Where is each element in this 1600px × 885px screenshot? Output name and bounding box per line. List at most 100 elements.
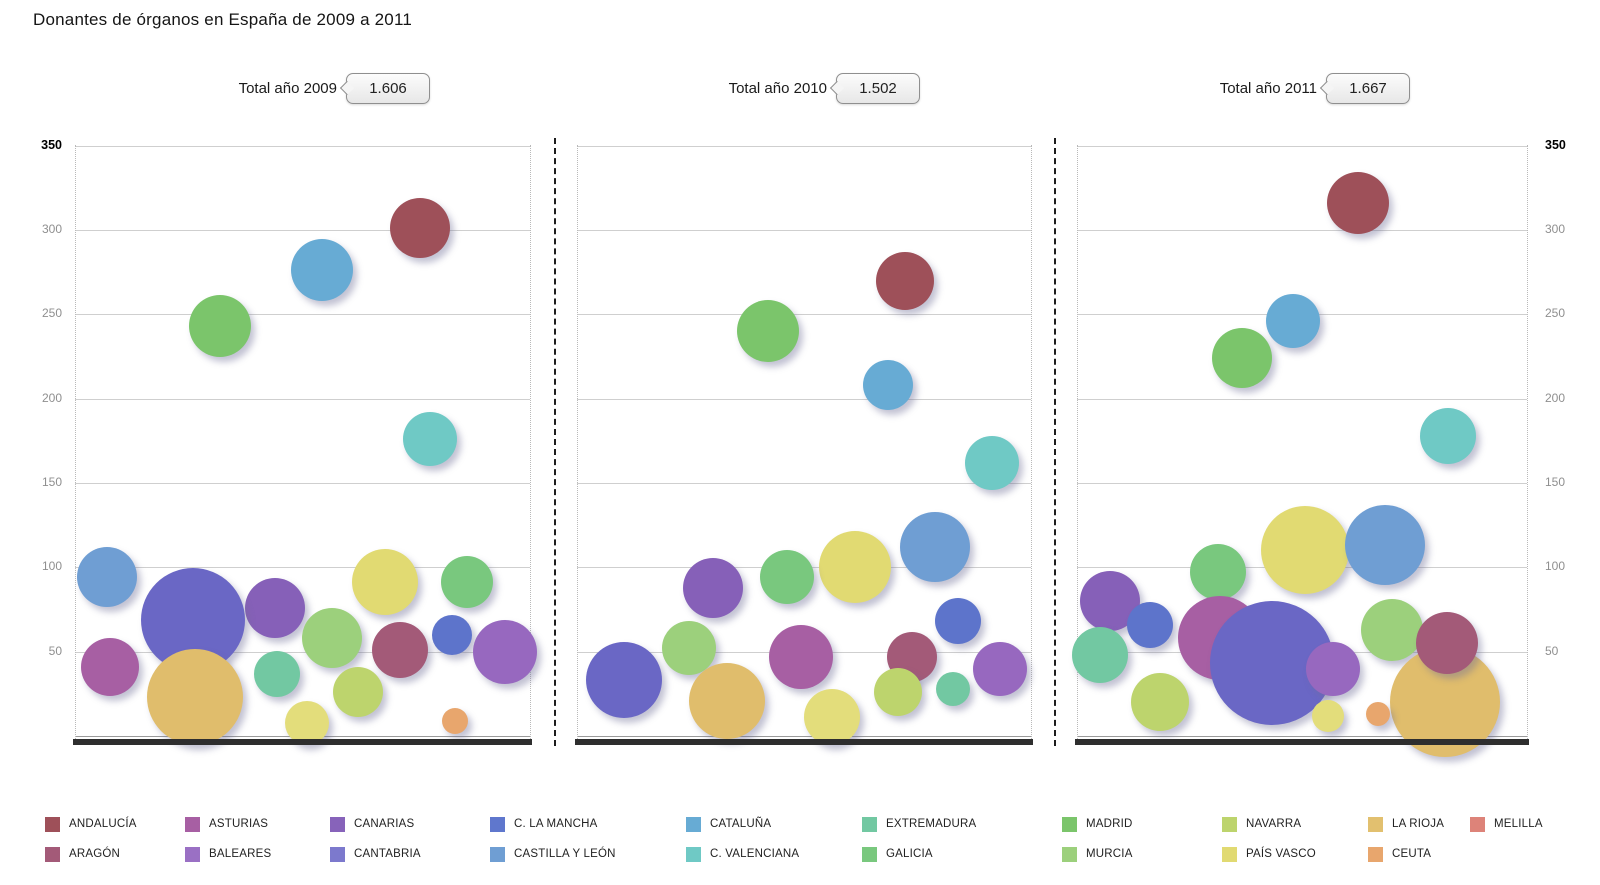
bubble-2010-baleares[interactable] — [973, 641, 1027, 696]
bubble-2010-c-la-mancha[interactable] — [935, 598, 981, 645]
legend-label-murcia: MURCIA — [1086, 848, 1133, 860]
legend-item-extremadura[interactable]: EXTREMADURA — [862, 816, 976, 832]
legend-label-navarra: NAVARRA — [1246, 818, 1302, 830]
bubble-2009-castilla-y-leon[interactable] — [77, 547, 137, 608]
legend-swatch-baleares — [185, 846, 200, 862]
gridline-300 — [1077, 229, 1527, 231]
bubble-2009-pais-vasco[interactable] — [352, 549, 418, 616]
bubble-2010-castilla-y-leon[interactable] — [900, 512, 970, 583]
y-axis-label-right-250: 250 — [1545, 306, 1566, 321]
legend-item-cataluna[interactable]: CATALUÑA — [686, 816, 771, 832]
legend-swatch-cantabria — [330, 846, 345, 862]
legend-item-galicia[interactable]: GALICIA — [862, 846, 933, 862]
bubble-2010-navarra[interactable] — [874, 668, 922, 717]
bubble-2010-cantabria[interactable] — [586, 642, 662, 719]
legend-item-navarra[interactable]: NAVARRA — [1222, 816, 1301, 832]
bubble-2009-aragon[interactable] — [372, 621, 428, 678]
y-axis-label-right-100: 100 — [1545, 559, 1566, 574]
bubble-2009-murcia[interactable] — [302, 608, 362, 669]
bubble-2009-andalucia[interactable] — [390, 198, 450, 259]
bubble-2009-navarra[interactable] — [333, 667, 383, 718]
bubble-2011-c-valenciana[interactable] — [1420, 407, 1476, 464]
bubble-2010-canarias[interactable] — [683, 557, 743, 618]
legend-label-cataluna: CATALUÑA — [710, 818, 772, 830]
bubble-2009-c-valenciana[interactable] — [403, 412, 457, 467]
bubble-2011-navarra[interactable] — [1131, 673, 1189, 732]
bubble-2009-galicia[interactable] — [441, 556, 493, 609]
bubble-2011-andalucia[interactable] — [1327, 171, 1389, 234]
legend-item-canarias[interactable]: CANARIAS — [330, 816, 414, 832]
bubble-2009-cataluna[interactable] — [291, 239, 353, 302]
legend-item-pais-vasco[interactable]: PAÍS VASCO — [1222, 846, 1316, 862]
bubble-2010-galicia[interactable] — [760, 550, 814, 605]
legend-item-cantabria[interactable]: CANTABRIA — [330, 846, 421, 862]
bubble-2011-murcia[interactable] — [1361, 598, 1423, 661]
y-axis-label-left-150: 150 — [41, 474, 62, 489]
bubble-2010-asturias[interactable] — [769, 624, 833, 689]
legend-item-andalucia[interactable]: ANDALUCÍA — [45, 816, 137, 832]
legend-swatch-melilla — [1470, 816, 1485, 832]
bubble-2011-melilla[interactable] — [1312, 699, 1344, 732]
bubble-2011-cataluna[interactable] — [1266, 293, 1320, 348]
legend-item-asturias[interactable]: ASTURIAS — [185, 816, 268, 832]
panel-header-label: Total año 2010 — [728, 79, 827, 97]
legend-label-madrid: MADRID — [1086, 818, 1133, 830]
legend-swatch-asturias — [185, 816, 200, 832]
legend-swatch-murcia — [1062, 846, 1077, 862]
gridline-250 — [75, 314, 530, 316]
bubble-2009-ceuta[interactable] — [442, 707, 468, 734]
bubble-2010-la-rioja[interactable] — [689, 662, 765, 739]
bubble-2011-pais-vasco[interactable] — [1261, 506, 1349, 595]
y-axis-label-right-50: 50 — [1545, 643, 1559, 658]
gridline-350 — [1077, 145, 1527, 147]
legend-label-pais-vasco: PAÍS VASCO — [1246, 848, 1316, 860]
bubble-2011-baleares[interactable] — [1306, 641, 1360, 696]
gridline-350 — [577, 145, 1031, 147]
legend-swatch-extremadura — [862, 816, 877, 832]
bubble-2010-cataluna[interactable] — [863, 360, 913, 411]
legend-item-madrid[interactable]: MADRID — [1062, 816, 1133, 832]
legend-item-aragon[interactable]: ARAGÓN — [45, 846, 120, 862]
bubble-2010-extremadura[interactable] — [936, 671, 970, 706]
legend-item-murcia[interactable]: MURCIA — [1062, 846, 1133, 862]
page-title: Donantes de órganos en España de 2009 a … — [33, 10, 413, 29]
gridline-250 — [577, 314, 1031, 316]
legend-item-la-rioja[interactable]: LA RIOJA — [1368, 816, 1444, 832]
bubble-2010-murcia[interactable] — [662, 621, 716, 676]
bubble-2011-galicia[interactable] — [1190, 544, 1246, 601]
legend-swatch-castilla-y-leon — [490, 846, 505, 862]
bubble-2010-pais-vasco[interactable] — [819, 531, 891, 604]
bubble-2010-c-valenciana[interactable] — [965, 435, 1019, 490]
legend-label-extremadura: EXTREMADURA — [886, 818, 977, 830]
legend-item-baleares[interactable]: BALEARES — [185, 846, 271, 862]
bubble-2010-melilla[interactable] — [804, 689, 860, 746]
bubble-2010-andalucia[interactable] — [876, 251, 934, 310]
legend-item-melilla[interactable]: MELILLA — [1470, 816, 1543, 832]
bubble-2011-ceuta[interactable] — [1366, 702, 1390, 727]
bubble-2011-madrid[interactable] — [1212, 328, 1272, 389]
gridline-300 — [577, 229, 1031, 231]
legend-item-castilla-y-leon[interactable]: CASTILLA Y LEÓN — [490, 846, 616, 862]
y-axis-label-left-50: 50 — [48, 643, 62, 658]
bubble-2009-c-la-mancha[interactable] — [432, 614, 472, 655]
bubble-2009-asturias[interactable] — [81, 637, 139, 696]
bubble-2009-la-rioja[interactable] — [147, 649, 243, 746]
bubble-2011-aragon[interactable] — [1416, 612, 1478, 675]
bubble-2009-baleares[interactable] — [473, 619, 537, 684]
bubble-2011-c-la-mancha[interactable] — [1127, 601, 1173, 648]
legend-item-ceuta[interactable]: CEUTA — [1368, 846, 1431, 862]
bubble-2009-melilla[interactable] — [285, 700, 329, 745]
bubble-2011-extremadura[interactable] — [1072, 627, 1128, 684]
legend-item-c-valenciana[interactable]: C. VALENCIANA — [686, 846, 799, 862]
bubble-2009-extremadura[interactable] — [254, 650, 300, 697]
bubble-2011-castilla-y-leon[interactable] — [1345, 505, 1425, 586]
y-axis-label-left-350: 350 — [41, 137, 62, 152]
gridline-50 — [75, 651, 530, 653]
bubble-2009-madrid[interactable] — [189, 295, 251, 358]
legend-label-aragon: ARAGÓN — [69, 848, 121, 860]
panel-border-left — [577, 145, 578, 741]
bubble-2010-madrid[interactable] — [737, 300, 799, 363]
bubble-2009-canarias[interactable] — [245, 577, 305, 638]
legend-item-c-la-mancha[interactable]: C. LA MANCHA — [490, 816, 598, 832]
